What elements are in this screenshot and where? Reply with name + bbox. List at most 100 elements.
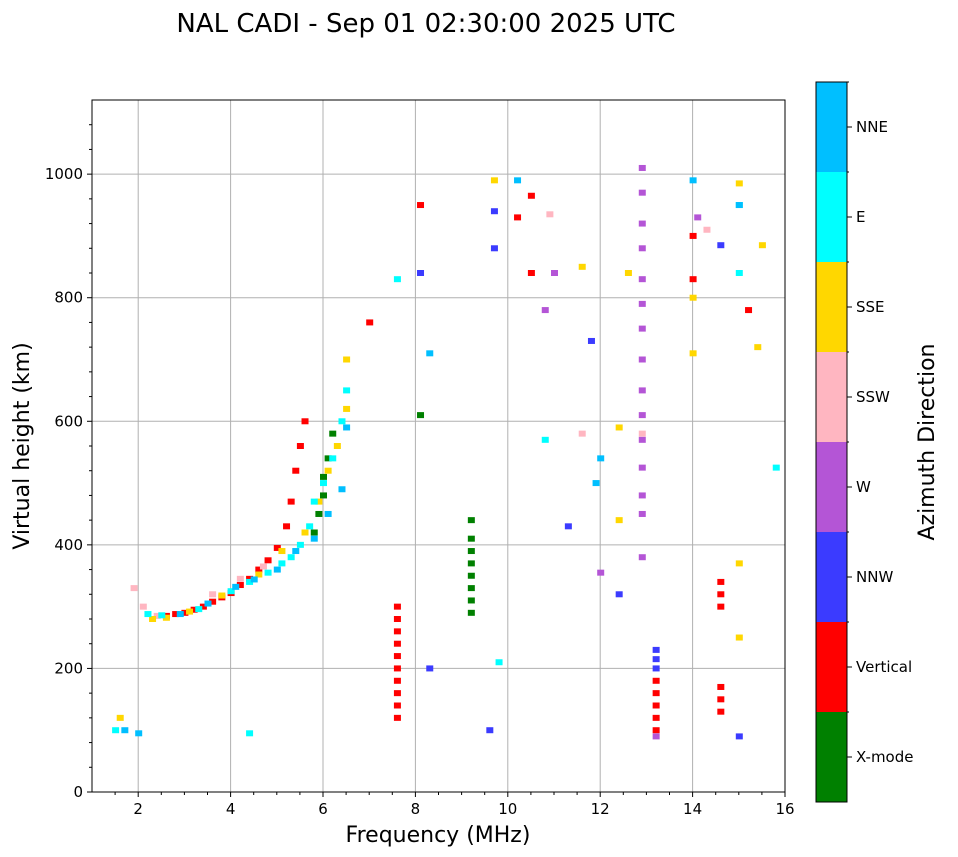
colorbar-tick-label: NNW [856,568,893,586]
data-point-e [495,659,503,666]
data-point-sse [689,350,697,357]
y-tick-label: 1000 [45,165,83,183]
data-point-vertical [296,443,304,449]
data-point-e [772,464,780,471]
grid-lines [92,100,786,792]
data-point-nne [338,486,346,493]
data-point-e [310,498,318,505]
data-point-sse [301,529,309,536]
data-point-sse [278,548,286,555]
data-point-x-mode [315,510,323,517]
data-point-e [320,480,327,487]
data-point-e [735,270,743,276]
data-point-w [638,325,646,332]
data-point-nne [250,576,258,583]
colorbar-label: Azimuth Direction [915,343,940,540]
y-tick-label: 0 [73,783,83,801]
data-point-x-mode [320,473,327,480]
data-point-sse [758,242,766,249]
x-tick-label: 14 [683,800,702,818]
data-point-nnw [486,727,494,734]
data-point-ssw [209,591,217,598]
data-point-ssw [546,211,554,218]
data-point-sse [255,571,263,578]
data-point-x-mode [467,572,475,579]
data-point-nne [597,455,605,462]
data-point-e [112,727,120,734]
colorbar-tick-label: W [856,478,871,496]
data-point-vertical [273,544,281,551]
chart-title: NAL CADI - Sep 01 02:30:00 2025 UTC [176,9,675,39]
data-point-vertical [393,690,401,697]
data-point-w [638,464,646,471]
data-point-vertical [181,609,189,616]
data-point-ssw [139,603,147,610]
data-point-e [278,560,286,567]
data-point-ssw [236,575,244,582]
data-point-vertical [717,683,725,690]
data-point-vertical [717,603,725,610]
data-point-w [638,510,646,517]
data-point-w [638,412,646,419]
data-point-vertical [652,677,660,684]
y-tick-label: 400 [54,536,83,554]
data-point-w [638,220,646,227]
data-point-ssw [703,226,711,233]
data-point-vertical [393,653,401,660]
data-point-x-mode [320,492,327,499]
colorbar: X-mode Vertical NNW W SSW SSE E NNE [815,81,913,803]
data-point-vertical [689,276,697,283]
data-point-ssw [578,430,586,437]
data-point-e [329,455,337,462]
data-point-sse [333,443,341,449]
data-point-sse [149,616,157,622]
x-tick-label: 16 [775,800,794,818]
data-point-nnw [652,665,660,672]
data-point-vertical [393,628,401,635]
data-point-x-mode [467,609,475,616]
data-point-w [638,189,646,196]
data-point-vertical [652,702,660,709]
data-point-x-mode [467,585,475,592]
data-point-w [597,569,605,576]
data-point-sse [343,356,351,363]
data-point-vertical [745,307,753,314]
colorbar-tick-label: E [856,208,865,226]
data-point-vertical [514,214,522,221]
data-point-vertical [366,319,374,326]
data-point-nnw [735,733,743,740]
data-point-vertical [689,232,697,239]
data-point-ssw [130,585,138,592]
colorbar-tick-label: Vertical [856,658,912,676]
data-point-e [306,523,314,530]
data-point-nne [204,600,212,607]
data-point-w [638,276,646,283]
x-tick-label: 8 [411,800,421,818]
data-point-w [541,307,549,314]
x-axis-ticks: 2 4 6 8 10 12 14 16 [114,792,795,818]
colorbar-swatch [816,172,847,262]
data-point-vertical [393,665,401,672]
data-point-x-mode [467,535,475,542]
data-point-w [638,164,646,171]
data-point-x-mode [467,548,475,555]
data-point-nne [176,611,184,618]
data-point-nnw [615,591,623,598]
data-point-vertical [393,702,401,709]
data-point-x-mode [329,430,337,437]
data-point-vertical [190,606,198,613]
data-point-nnw [564,523,572,530]
data-point-vertical [527,270,535,276]
data-point-ssw [259,563,267,570]
data-point-vertical [199,603,207,610]
data-point-nne [121,727,129,734]
data-point-ssw [638,430,646,437]
data-point-vertical [287,498,295,505]
data-point-w [638,300,646,307]
data-point-vertical [236,582,244,589]
data-point-nne [592,480,600,487]
data-point-nne [324,510,332,517]
data-point-w [638,356,646,363]
data-point-e [246,578,254,585]
